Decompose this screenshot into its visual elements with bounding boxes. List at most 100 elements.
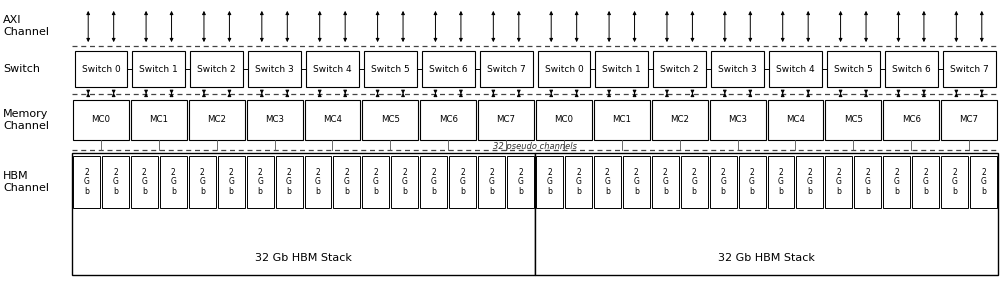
Text: Switch 1: Switch 1	[139, 65, 178, 73]
Bar	[189, 156, 216, 208]
Bar	[131, 156, 158, 208]
Text: MC4: MC4	[786, 115, 805, 125]
Bar	[769, 51, 822, 87]
Text: Switch 2: Switch 2	[197, 65, 236, 73]
Bar	[391, 156, 418, 208]
Bar	[420, 100, 476, 140]
Bar	[362, 100, 418, 140]
Text: HBM
Channel: HBM Channel	[3, 171, 49, 193]
Text: 2
G
b: 2 G b	[431, 168, 437, 196]
Bar	[304, 156, 331, 208]
Bar	[364, 51, 417, 87]
Bar	[883, 100, 939, 140]
Text: 2
G
b: 2 G b	[547, 168, 552, 196]
Bar	[970, 156, 997, 208]
Bar	[710, 156, 737, 208]
Bar	[941, 156, 968, 208]
Text: 2
G
b: 2 G b	[170, 168, 176, 196]
Bar	[362, 156, 389, 208]
Bar	[480, 51, 532, 87]
Bar	[74, 51, 127, 87]
Text: MC6: MC6	[902, 115, 921, 125]
Text: MC7: MC7	[960, 115, 979, 125]
Bar	[535, 153, 998, 275]
Text: Switch 7: Switch 7	[950, 65, 988, 73]
Text: 2
G
b: 2 G b	[981, 168, 986, 196]
Bar	[825, 156, 852, 208]
Text: 2
G
b: 2 G b	[575, 168, 581, 196]
Text: 2
G
b: 2 G b	[84, 168, 89, 196]
Text: Switch 3: Switch 3	[718, 65, 757, 73]
Text: 2
G
b: 2 G b	[518, 168, 523, 196]
Bar	[768, 100, 823, 140]
Bar	[160, 156, 187, 208]
Bar	[912, 156, 939, 208]
Bar	[102, 156, 129, 208]
Bar	[565, 156, 592, 208]
Bar	[304, 100, 360, 140]
Text: 2
G
b: 2 G b	[865, 168, 871, 196]
Bar	[306, 51, 359, 87]
Bar	[478, 100, 534, 140]
Bar	[73, 100, 129, 140]
Text: MC7: MC7	[497, 115, 516, 125]
Text: 2
G
b: 2 G b	[286, 168, 292, 196]
Text: MC1: MC1	[612, 115, 631, 125]
Bar	[189, 100, 245, 140]
Text: Switch 3: Switch 3	[255, 65, 294, 73]
Text: MC1: MC1	[149, 115, 168, 125]
Text: Switch 4: Switch 4	[313, 65, 352, 73]
Text: Switch 5: Switch 5	[834, 65, 873, 73]
Text: 2
G
b: 2 G b	[141, 168, 147, 196]
Bar	[72, 153, 535, 275]
Text: 2
G
b: 2 G b	[199, 168, 205, 196]
Bar	[943, 51, 996, 87]
Text: AXI
Channel: AXI Channel	[3, 15, 49, 37]
Text: Switch 5: Switch 5	[371, 65, 410, 73]
Text: 2
G
b: 2 G b	[489, 168, 495, 196]
Bar	[276, 156, 302, 208]
Bar	[827, 51, 880, 87]
Text: 2
G
b: 2 G b	[778, 168, 784, 196]
Bar	[507, 156, 534, 208]
Bar	[218, 156, 245, 208]
Bar	[595, 51, 648, 87]
Text: Switch 6: Switch 6	[429, 65, 468, 73]
Text: 2
G
b: 2 G b	[952, 168, 958, 196]
Bar	[711, 51, 764, 87]
Text: MC0: MC0	[554, 115, 573, 125]
Text: Switch 1: Switch 1	[602, 65, 641, 73]
Bar	[768, 156, 794, 208]
Text: 2
G
b: 2 G b	[923, 168, 929, 196]
Text: 2
G
b: 2 G b	[228, 168, 234, 196]
Text: 2
G
b: 2 G b	[894, 168, 900, 196]
Text: MC2: MC2	[207, 115, 226, 125]
Text: 2
G
b: 2 G b	[604, 168, 610, 196]
Bar	[796, 156, 823, 208]
Bar	[538, 51, 590, 87]
Text: MC5: MC5	[381, 115, 400, 125]
Bar	[536, 100, 592, 140]
Text: 2
G
b: 2 G b	[257, 168, 263, 196]
Text: 2
G
b: 2 G b	[662, 168, 668, 196]
Bar	[247, 100, 302, 140]
Bar	[247, 156, 274, 208]
Bar	[710, 100, 766, 140]
Text: MC4: MC4	[323, 115, 342, 125]
Text: Switch 4: Switch 4	[776, 65, 815, 73]
Text: 32 Gb HBM Stack: 32 Gb HBM Stack	[255, 253, 352, 263]
Text: 2
G
b: 2 G b	[836, 168, 842, 196]
Text: MC3: MC3	[728, 115, 747, 125]
Text: 32 Gb HBM Stack: 32 Gb HBM Stack	[718, 253, 815, 263]
Bar	[739, 156, 766, 208]
Bar	[248, 51, 301, 87]
Bar	[825, 100, 881, 140]
Bar	[73, 156, 100, 208]
Text: Switch 0: Switch 0	[82, 65, 120, 73]
Text: Memory
Channel: Memory Channel	[3, 109, 49, 131]
Bar	[652, 156, 679, 208]
Bar	[420, 156, 447, 208]
Bar	[422, 51, 475, 87]
Bar	[883, 156, 910, 208]
Bar	[681, 156, 708, 208]
